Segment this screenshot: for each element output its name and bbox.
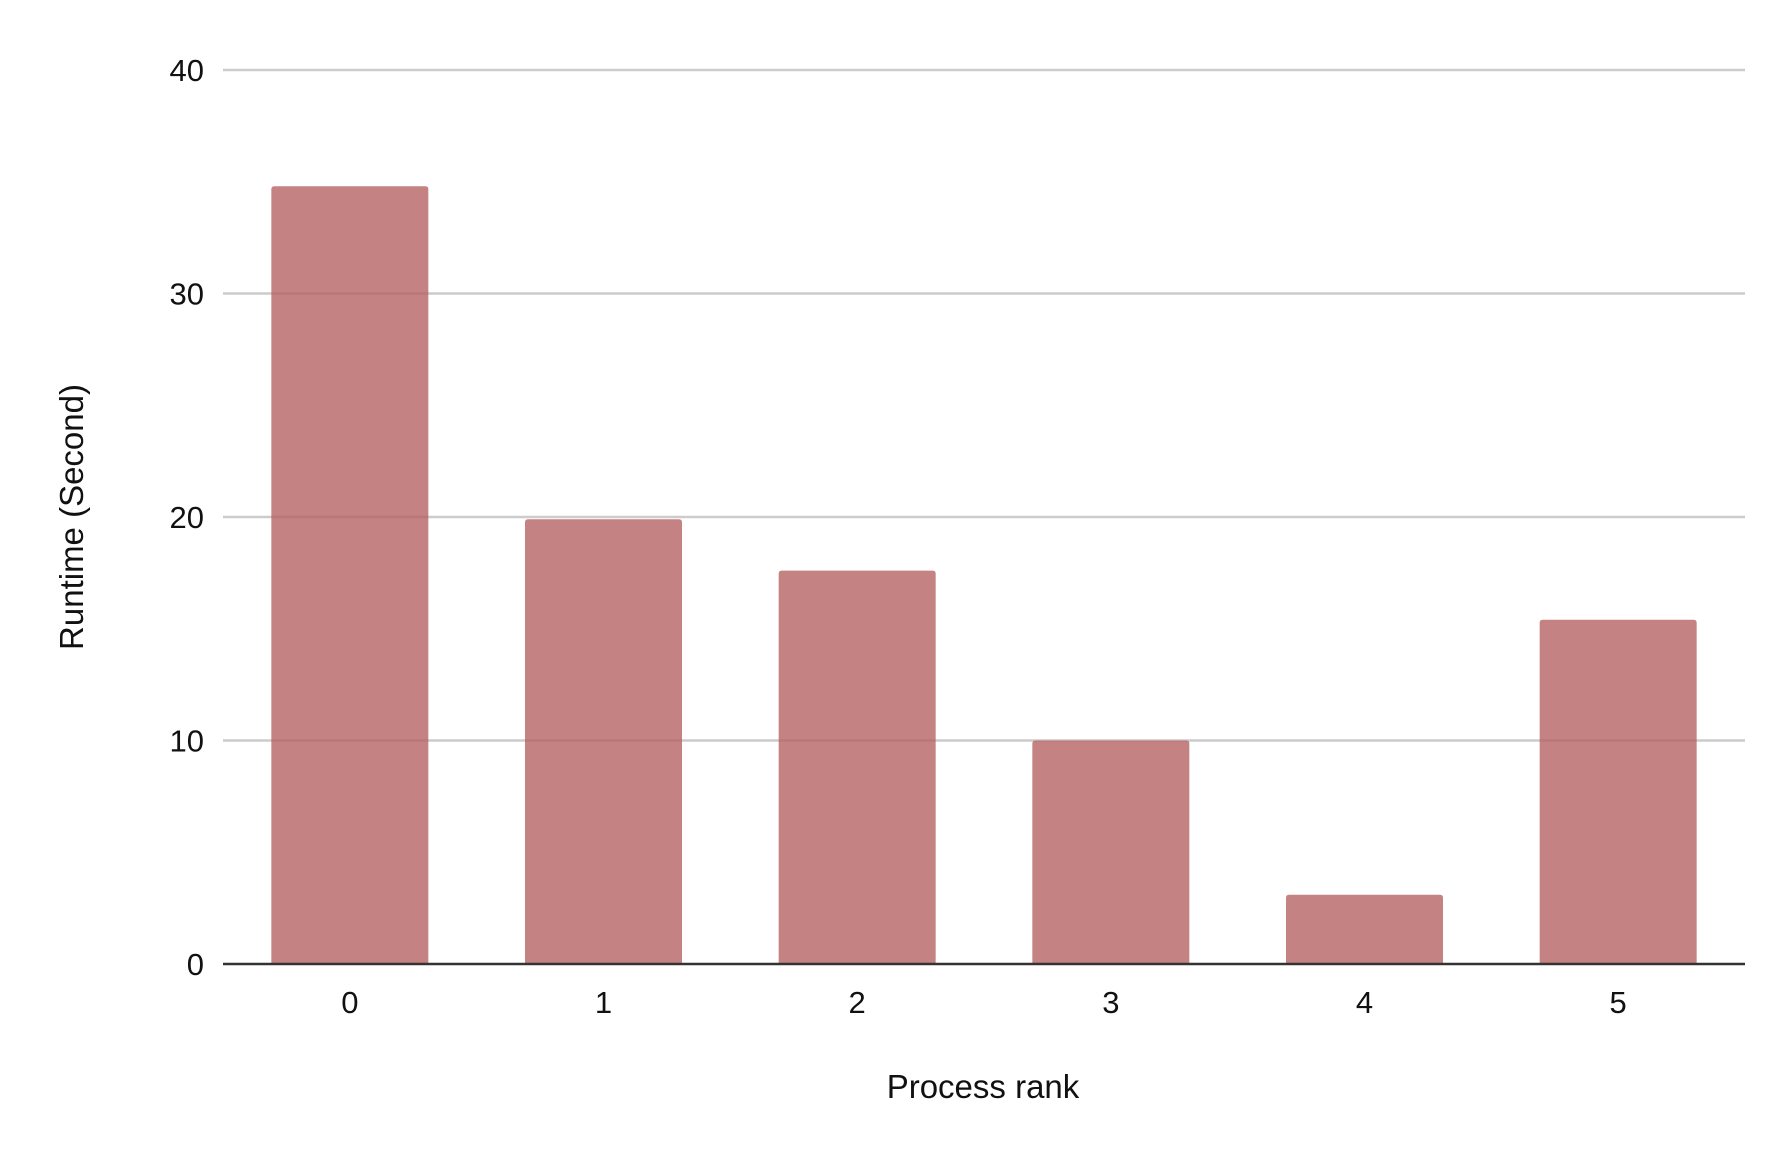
bar-1[interactable] <box>525 519 682 964</box>
y-tick-label: 40 <box>170 53 204 88</box>
y-tick-label: 30 <box>170 277 204 312</box>
x-tick-label: 1 <box>595 985 612 1020</box>
x-tick-label: 5 <box>1610 985 1627 1020</box>
y-axis-title: Runtime (Second) <box>53 384 90 650</box>
x-tick-label: 2 <box>849 985 866 1020</box>
bar-2[interactable] <box>778 570 936 964</box>
x-tick-label: 3 <box>1102 985 1119 1020</box>
x-axis-ticks: 0 1 2 3 4 5 <box>341 985 1627 1020</box>
gridlines <box>223 68 1745 742</box>
bars <box>271 186 1697 965</box>
bar-4[interactable] <box>1286 894 1443 964</box>
bar-3[interactable] <box>1032 740 1190 965</box>
x-axis-title: Process rank <box>887 1068 1080 1105</box>
bar-0[interactable] <box>271 186 429 965</box>
y-tick-label: 20 <box>170 500 204 535</box>
y-tick-label: 10 <box>170 724 204 759</box>
x-tick-label: 4 <box>1356 985 1373 1020</box>
x-tick-label: 0 <box>341 985 358 1020</box>
y-tick-label: 0 <box>187 947 204 982</box>
y-axis-ticks: 0 10 20 30 40 <box>170 53 204 982</box>
bar-5[interactable] <box>1539 619 1697 964</box>
